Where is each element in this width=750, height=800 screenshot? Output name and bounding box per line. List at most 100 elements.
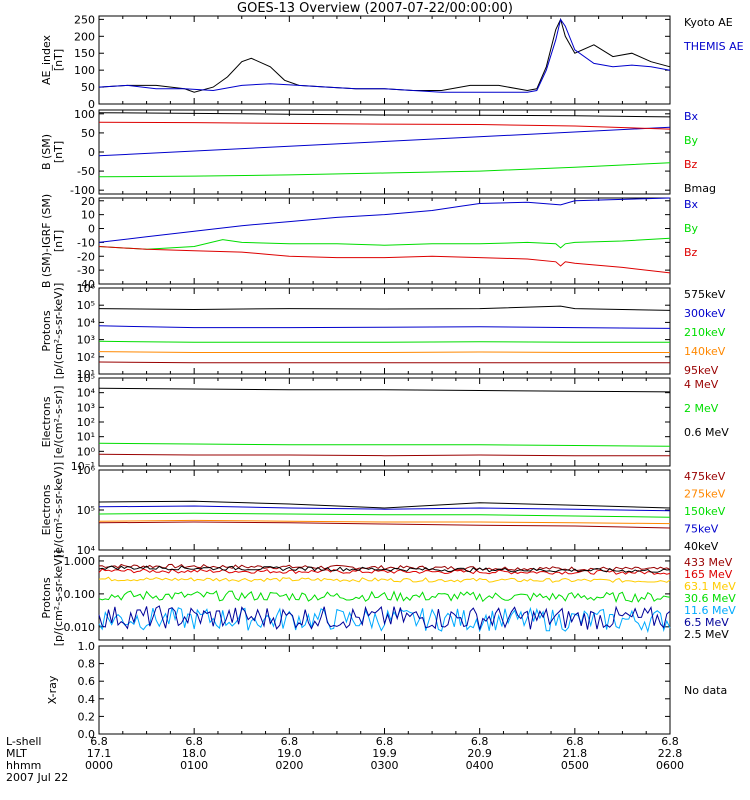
legend-label: Bz	[684, 246, 698, 259]
y-tick-label: 200	[74, 30, 95, 43]
legend-label: 95keV	[684, 364, 719, 377]
legend-label: By	[684, 134, 699, 147]
x-tick-label: 0200	[275, 759, 303, 772]
series-line	[98, 521, 671, 529]
y-tick-label: 100	[74, 64, 95, 77]
series-line	[98, 162, 671, 178]
legend-label: 165 MeV	[684, 568, 733, 581]
y-tick-label: 10³	[77, 401, 95, 414]
legend-label: Bz	[684, 158, 698, 171]
y-tick-label: 10⁴	[77, 316, 96, 329]
y-tick-label: 10⁵	[77, 504, 95, 517]
series-line	[98, 453, 670, 457]
x-tick-label: 18.0	[182, 747, 207, 760]
series-line	[98, 246, 671, 274]
series-line	[98, 197, 671, 243]
y-axis-label: Electrons[e/(cm²-s-sr)]	[40, 386, 65, 459]
x-row-label: 2007 Jul 22	[6, 771, 68, 784]
x-tick-label: 0300	[371, 759, 399, 772]
y-tick-label: 150	[74, 47, 95, 60]
y-tick-label: 10⁰	[77, 445, 96, 458]
y-tick-label: 10⁴	[77, 544, 96, 557]
x-tick-label: 19.9	[372, 747, 397, 760]
legend-label: 140keV	[684, 345, 726, 358]
y-tick-label: 10	[81, 209, 95, 222]
legend-label: 275keV	[684, 488, 726, 501]
y-tick-label: 10⁴	[77, 387, 96, 400]
legend-label: 150keV	[684, 505, 726, 518]
y-tick-label: 50	[81, 81, 95, 94]
y-tick-label: -40	[77, 278, 95, 291]
x-tick-label: 0400	[466, 759, 494, 772]
series-line	[98, 512, 671, 518]
legend-label: 210keV	[684, 326, 726, 339]
series-line	[98, 590, 671, 604]
legend-label: Bx	[684, 198, 699, 211]
series-line	[98, 565, 671, 573]
series-line	[98, 112, 671, 118]
y-tick-label: 10⁵	[77, 299, 95, 312]
legend-label: 6.5 MeV	[684, 616, 729, 629]
y-tick-label: 0	[88, 146, 95, 159]
y-tick-label: 0	[88, 98, 95, 111]
series-line	[98, 500, 671, 509]
panel-frame	[98, 645, 671, 735]
legend-label: 2 MeV	[684, 402, 719, 415]
series-line	[98, 126, 671, 157]
x-tick-label: 0100	[180, 759, 208, 772]
x-tick-label: 6.8	[661, 735, 679, 748]
x-tick-label: 0000	[85, 759, 113, 772]
y-axis-label: Protons[p/(cm²-s-sr-keV)]	[40, 283, 65, 380]
y-axis-label: Protons[p/(cm²-s-sr-keV)]	[40, 550, 65, 647]
series-line	[98, 351, 670, 353]
y-tick-label: 10⁵	[77, 372, 95, 385]
series-line	[98, 237, 671, 250]
x-row-label: hhmm	[6, 759, 41, 772]
x-tick-label: 0500	[561, 759, 589, 772]
y-tick-label: 20	[81, 195, 95, 208]
y-tick-label: 1.000	[64, 555, 96, 568]
series-line	[98, 18, 671, 93]
y-tick-label: 50	[81, 127, 95, 140]
legend-label: 575keV	[684, 288, 726, 301]
series-line	[98, 305, 671, 311]
x-tick-label: 22.8	[658, 747, 683, 760]
legend-label: Kyoto AE	[684, 16, 733, 29]
panel-frame	[98, 197, 671, 285]
y-axis-label: X-ray	[46, 675, 59, 704]
y-tick-label: 0.0	[78, 728, 96, 741]
y-tick-label: 0.2	[78, 710, 96, 723]
series-line	[98, 325, 671, 329]
y-tick-label: 10³	[77, 334, 95, 347]
x-row-label: L-shell	[6, 735, 42, 748]
x-row-label: MLT	[6, 747, 27, 760]
y-axis-label: Electrons[e/(cm²-s-sr-keV)]	[40, 462, 65, 558]
y-tick-label: 10²	[77, 351, 95, 364]
y-tick-label: 0.010	[64, 621, 96, 634]
x-tick-label: 21.8	[563, 747, 588, 760]
series-line	[98, 361, 670, 364]
legend-label: THEMIS AE	[683, 40, 744, 53]
y-tick-label: 10¹	[77, 368, 95, 381]
legend-label: 4 MeV	[684, 378, 719, 391]
series-line	[98, 606, 671, 634]
x-tick-label: 19.0	[277, 747, 302, 760]
series-line	[98, 340, 670, 343]
series-line	[98, 121, 671, 130]
y-tick-label: -10	[77, 236, 95, 249]
x-tick-label: 6.8	[281, 735, 299, 748]
y-tick-label: 10¹	[77, 431, 95, 444]
y-tick-label: 10²	[77, 416, 95, 429]
x-tick-label: 17.1	[87, 747, 112, 760]
panel-frame	[98, 287, 671, 375]
legend-label: 0.6 MeV	[684, 426, 729, 439]
x-tick-label: 6.8	[471, 735, 489, 748]
series-line	[98, 576, 671, 583]
x-tick-label: 6.8	[376, 735, 394, 748]
series-line	[98, 519, 671, 525]
y-tick-label: -100	[70, 184, 95, 197]
page-title: GOES-13 Overview (2007-07-22/00:00:00)	[237, 1, 513, 16]
y-tick-label: -30	[77, 264, 95, 277]
no-data-note: No data	[684, 684, 727, 697]
